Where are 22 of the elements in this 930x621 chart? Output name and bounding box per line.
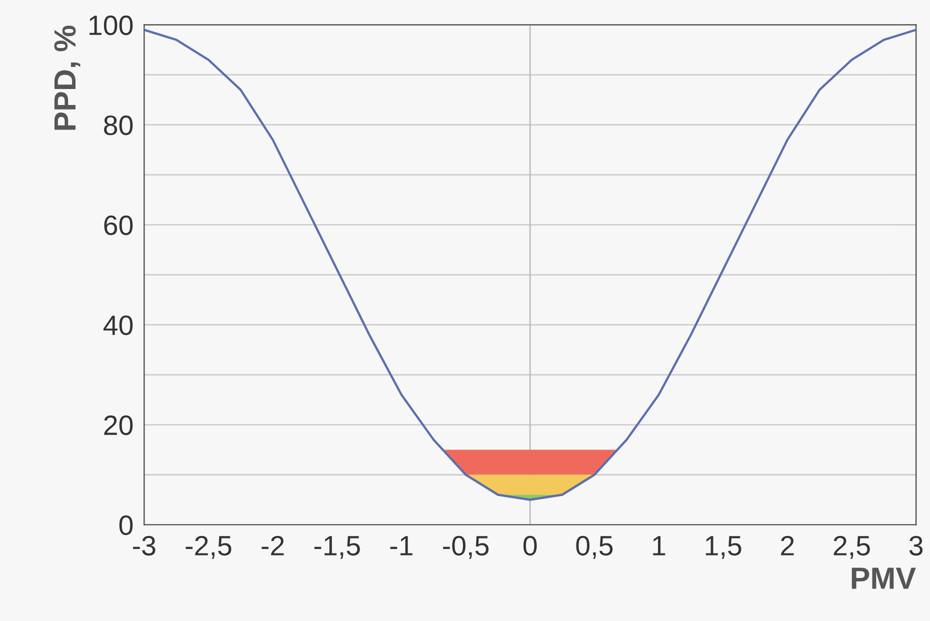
y-tick-label: 20 xyxy=(104,415,133,436)
y-tick-label: 100 xyxy=(90,16,133,36)
y-tick-label: 80 xyxy=(104,115,133,136)
x-tick-label: -1 xyxy=(390,536,412,556)
x-tick-label: 3 xyxy=(909,536,923,556)
x-tick-label: 2 xyxy=(781,536,794,556)
x-tick-label: 1,5 xyxy=(706,536,742,559)
y-tick-label: 0 xyxy=(119,515,133,536)
x-tick-label: 1 xyxy=(653,536,666,556)
x-axis-title: PMV xyxy=(852,568,916,589)
x-tick-label: 0 xyxy=(523,536,537,556)
x-tick-label: 2,5 xyxy=(834,536,870,559)
y-axis-title: PPD, % xyxy=(54,26,80,130)
x-tick-label: -0,5 xyxy=(443,536,489,559)
x-tick-label: -1,5 xyxy=(314,536,360,559)
x-tick-label: -3 xyxy=(133,536,156,556)
x-tick-label: -2 xyxy=(262,536,284,556)
y-tick-label: 60 xyxy=(104,215,133,236)
line-series xyxy=(144,28,916,501)
x-tick-label: -2,5 xyxy=(186,536,232,559)
y-tick-label: 40 xyxy=(103,315,133,336)
x-tick-label: 0,5 xyxy=(576,536,613,559)
